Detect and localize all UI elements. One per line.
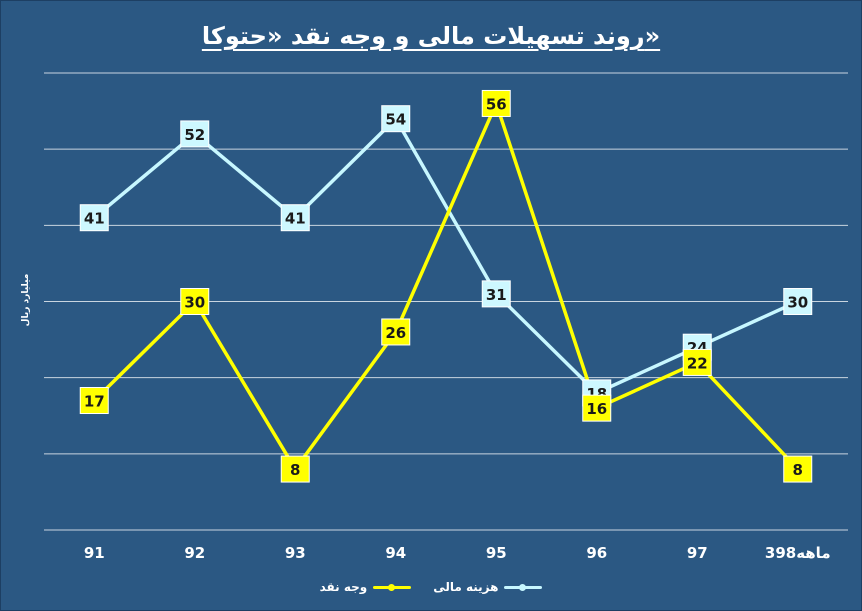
data-label-box [381,105,411,133]
series-line-0 [93,115,799,395]
series-lines [93,98,800,473]
legend-swatch-cash [373,583,412,591]
data-label-box [481,280,511,308]
data-label-box [79,387,109,415]
data-label: 30 [180,288,210,315]
legend-item-cash: وجه نقد [320,580,412,594]
data-label-text: 30 [184,294,205,312]
data-label-box [280,204,310,232]
data-label: 8 [280,455,310,483]
data-label-box [180,288,210,315]
data-label-text: 8 [793,461,803,479]
data-label: 17 [79,387,109,415]
data-label: 30 [783,288,813,315]
data-label-box [783,288,813,315]
x-tick-label: 97 [687,544,708,562]
data-label-text: 41 [285,210,306,228]
legend-label-cash: وجه نقد [319,580,368,594]
series-line-1 [93,98,800,473]
data-label-box [481,89,511,117]
data-label-box [582,394,612,422]
gridlines [44,72,848,531]
legend-label-finance-cost: هزینه مالی [433,580,499,594]
x-tick-label: 92 [184,544,205,562]
data-label-text: 30 [787,294,808,312]
x-tick-label: 95 [486,544,507,562]
data-label-text: 52 [184,126,205,144]
data-label-box [381,318,411,346]
data-label-text: 16 [586,400,607,418]
chart-title: روند تسهیلات مالی و وجه نقد «حتوکا» [201,22,661,50]
data-label-box [280,455,310,483]
data-label: 54 [381,105,411,133]
data-label-text: 56 [486,95,507,113]
data-label-text: 22 [687,354,708,372]
data-label: 41 [79,204,109,232]
data-label: 8 [783,455,813,483]
data-label-text: 8 [290,461,300,479]
legend: وجه نقد هزینه مالی [0,580,862,594]
x-tick-label: 91 [84,544,105,562]
x-tick-label: 94 [385,544,406,562]
x-tick-label: 96 [586,544,607,562]
legend-item-finance-cost: هزینه مالی [433,580,543,594]
data-label: 16 [582,394,612,422]
data-label-text: 31 [486,286,507,304]
data-label-text: 26 [385,324,406,342]
data-label-box [682,348,712,376]
data-label-box [783,455,813,483]
data-label-text: 54 [385,111,406,129]
x-tick-label: 3ماهه98 [765,544,831,562]
data-label: 31 [481,280,511,308]
data-label: 41 [280,204,310,232]
data-label: 26 [381,318,411,346]
data-label-box [180,120,210,148]
data-label: 56 [481,89,511,117]
data-label-box [79,204,109,232]
legend-swatch-finance-cost [504,583,543,591]
data-label-text: 41 [84,210,105,228]
x-tick-labels: 91 92 93 94 95 96 97 3ماهه98 [84,544,831,562]
data-label: 52 [180,120,210,148]
x-tick-label: 93 [285,544,306,562]
data-label: 22 [682,348,712,376]
data-label-text: 17 [84,393,105,411]
